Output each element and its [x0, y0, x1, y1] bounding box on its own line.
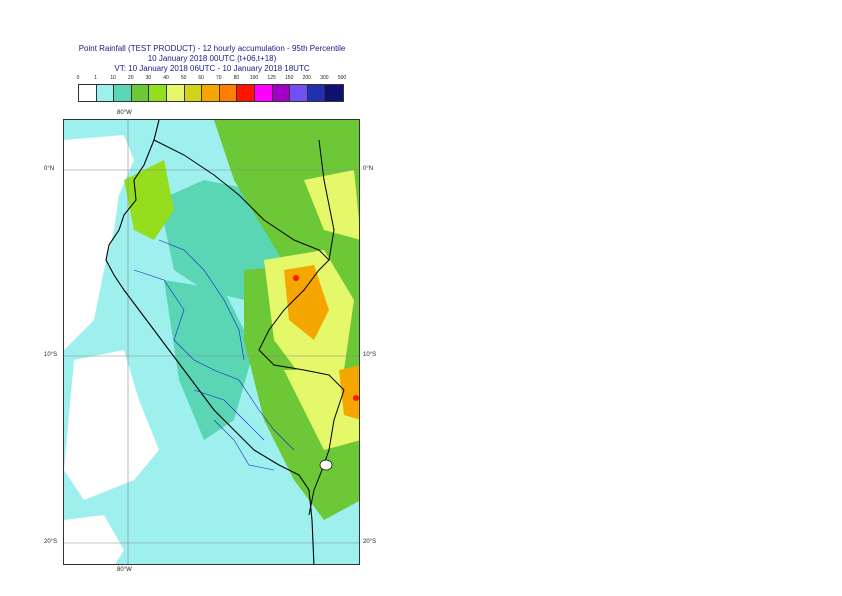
legend-label-13: 200 — [302, 75, 311, 81]
legend-swatch-0 — [79, 85, 97, 101]
rain-band-yellow-ne — [304, 170, 359, 240]
rain-band-teal-south — [164, 280, 254, 440]
legend-labels: 0 1 10 20 30 40 50 60 70 80 100 125 150 200 300 500 — [70, 74, 360, 84]
legend-label-7: 60 — [198, 75, 204, 81]
legend-label-12: 150 — [285, 75, 294, 81]
title-line-3: VT: 10 January 2018 06UTC - 10 January 2… — [114, 64, 310, 73]
legend-swatch-5 — [166, 85, 185, 101]
lat-label-left-0: 0°N — [44, 166, 55, 172]
legend-color-bar — [78, 84, 344, 102]
legend-label-2: 10 — [110, 75, 116, 81]
legend-swatch-11 — [272, 85, 291, 101]
coastline — [105, 120, 315, 564]
legend-swatch-13 — [307, 85, 326, 101]
legend-swatch-14 — [325, 85, 343, 101]
color-legend: 0 1 10 20 30 40 50 60 70 80 100 125 150 200 300 500 — [70, 74, 360, 104]
rain-band-green-coast — [124, 160, 174, 240]
legend-label-3: 20 — [128, 75, 134, 81]
lat-label-right-10: 10°S — [363, 352, 377, 358]
bottom-lon-label: 80°W — [117, 567, 132, 573]
legend-swatch-6 — [184, 85, 203, 101]
legend-swatch-3 — [131, 85, 150, 101]
rain-max-red-se — [353, 395, 359, 401]
top-lon-label: 80°W — [117, 110, 132, 116]
ocean-area-south — [64, 350, 159, 500]
legend-swatch-1 — [96, 85, 115, 101]
legend-label-11: 125 — [267, 75, 276, 81]
legend-label-9: 80 — [233, 75, 240, 81]
legend-swatch-12 — [290, 85, 308, 101]
lat-label-right-20: 20°S — [363, 539, 377, 545]
legend-label-10: 100 — [249, 75, 259, 81]
title-line-1: Point Rainfall (TEST PRODUCT) - 12 hourl… — [78, 44, 346, 53]
legend-swatch-7 — [202, 85, 220, 101]
map-svg — [64, 120, 359, 564]
ocean-area — [64, 135, 134, 350]
province-boundary-4 — [213, 419, 275, 471]
legend-swatch-2 — [114, 85, 132, 101]
lake-titicaca — [319, 459, 333, 471]
legend-label-0: 0 — [76, 75, 80, 81]
province-boundary-2 — [158, 239, 245, 361]
rain-core-orange — [284, 265, 329, 340]
legend-label-1: 1 — [94, 75, 97, 81]
legend-swatch-10 — [254, 85, 273, 101]
title-line-2: 10 January 2018 00UTC (t+06,t+18) — [147, 54, 277, 63]
rainfall-map[interactable] — [63, 119, 360, 565]
legend-label-8: 70 — [216, 75, 222, 81]
rain-core-orange-se — [339, 365, 359, 420]
legend-label-15: 500 — [337, 75, 347, 81]
legend-swatch-4 — [149, 85, 167, 101]
province-boundary-3 — [193, 389, 265, 441]
legend-swatch-9 — [237, 85, 255, 101]
border-ecuador-peru — [153, 139, 345, 391]
ocean-area-far — [64, 515, 124, 564]
rain-band-yellow-se — [284, 370, 359, 450]
legend-label-14: 300 — [320, 75, 329, 81]
legend-label-6: 50 — [180, 75, 187, 81]
lat-label-left-10: 10°S — [44, 352, 58, 358]
border-colombia — [318, 139, 335, 261]
rain-max-red — [293, 275, 299, 281]
lat-label-right-0: 0°N — [363, 166, 374, 172]
legend-swatch-8 — [219, 85, 238, 101]
title-block: Point Rainfall (TEST PRODUCT) - 12 hourl… — [62, 44, 362, 74]
province-boundary-1 — [133, 269, 295, 451]
lat-label-left-20: 20°S — [44, 539, 58, 545]
legend-label-4: 30 — [145, 75, 152, 81]
legend-label-5: 40 — [163, 75, 169, 81]
